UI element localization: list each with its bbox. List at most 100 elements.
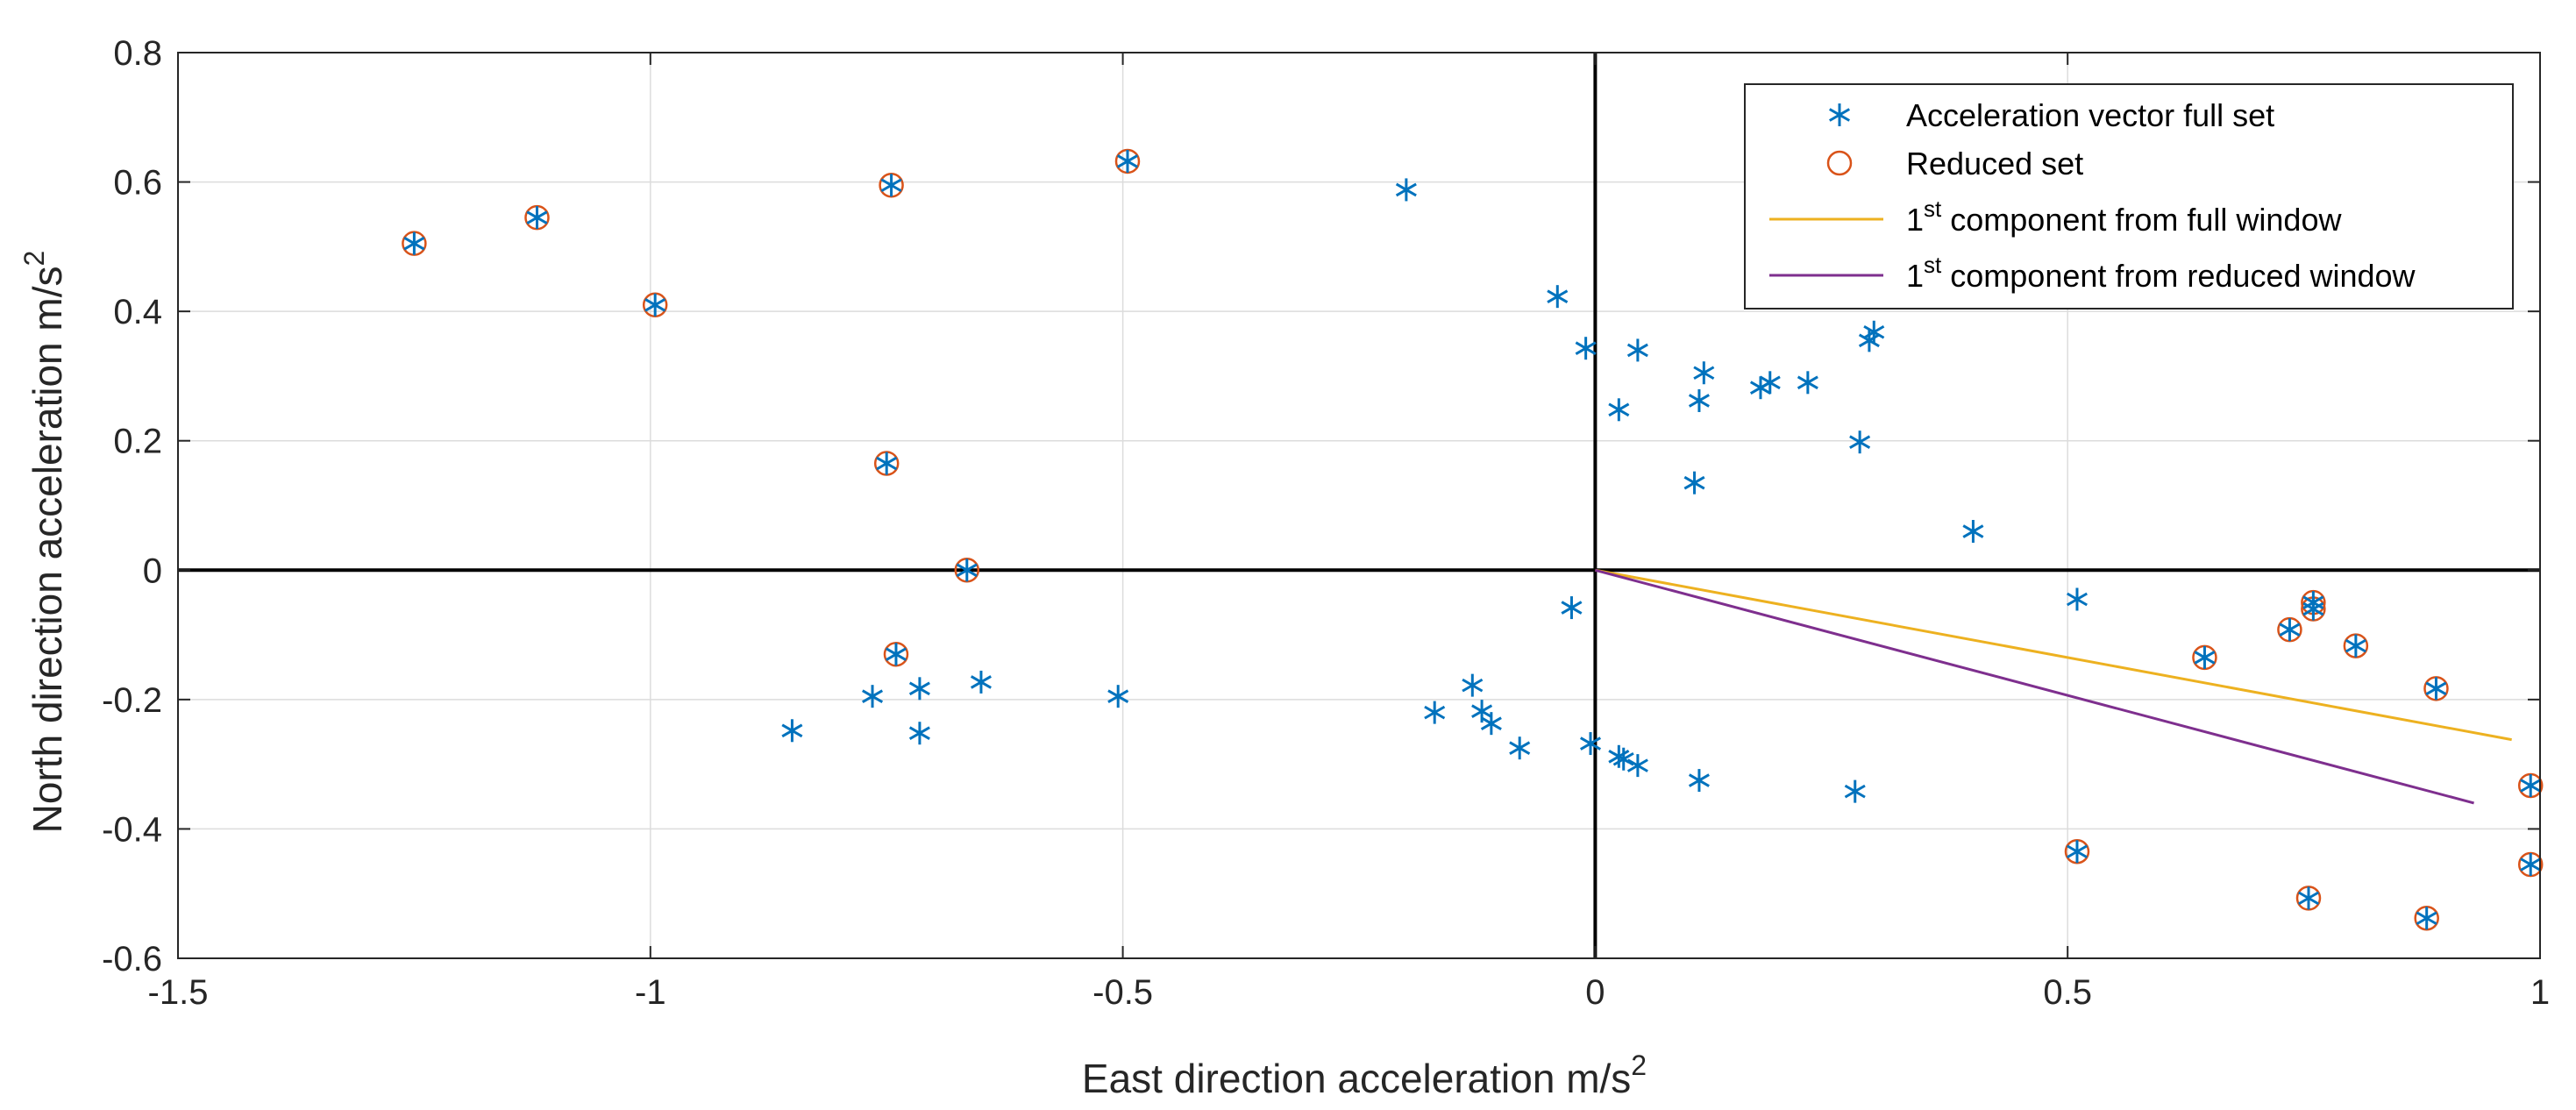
full-set-point bbox=[908, 677, 930, 701]
asterisk-stroke bbox=[1547, 289, 1569, 303]
full-set-point bbox=[2425, 677, 2447, 701]
full-set-point bbox=[2520, 853, 2542, 877]
full-set-point bbox=[1116, 149, 1138, 173]
full-set-point bbox=[908, 722, 930, 745]
full-set-point bbox=[1547, 285, 1569, 309]
legend-asterisk bbox=[1828, 103, 1851, 126]
full-set-point bbox=[1626, 754, 1648, 778]
legend-entry-reduced-set: Reduced set bbox=[1826, 146, 2083, 181]
asterisk-stroke bbox=[908, 681, 930, 696]
asterisk-stroke bbox=[1462, 678, 1484, 693]
full-set-point bbox=[1462, 673, 1484, 697]
asterisk-stroke bbox=[2416, 911, 2437, 926]
legend-label-full-window: 1st component from full window bbox=[1906, 196, 2342, 238]
asterisk-stroke bbox=[1575, 341, 1597, 355]
y-tick-label: -0.4 bbox=[102, 810, 162, 849]
full-set-point bbox=[1849, 430, 1871, 454]
asterisk-stroke bbox=[1858, 333, 1880, 348]
y-tick-label: -0.6 bbox=[102, 940, 162, 978]
full-set-point bbox=[2520, 773, 2542, 797]
full-set-point bbox=[885, 643, 907, 666]
full-set-point bbox=[1962, 520, 1984, 544]
asterisk-stroke bbox=[644, 297, 666, 312]
full-set-point bbox=[1858, 329, 1880, 352]
asterisk-stroke bbox=[1759, 375, 1781, 390]
y-tick-label: 0.4 bbox=[113, 293, 162, 331]
asterisk-stroke bbox=[1116, 154, 1138, 168]
x-tick-label: 0 bbox=[1585, 973, 1605, 1012]
asterisk-stroke bbox=[403, 236, 425, 251]
x-tick-label: 0.5 bbox=[2043, 973, 2092, 1012]
plot-frame bbox=[177, 52, 2541, 959]
full-set-point bbox=[1759, 371, 1781, 395]
asterisk-stroke bbox=[2279, 623, 2301, 637]
asterisk-stroke bbox=[1797, 375, 1818, 390]
full-set-point bbox=[2345, 634, 2366, 658]
asterisk-stroke bbox=[2297, 891, 2319, 906]
asterisk-stroke bbox=[2302, 601, 2324, 616]
x-tick-label: -1.5 bbox=[148, 973, 209, 1012]
full-set-point bbox=[1688, 769, 1710, 793]
full-set-point bbox=[1424, 701, 1446, 724]
full-set-point bbox=[970, 670, 992, 694]
full-set-point bbox=[1797, 371, 1818, 395]
full-set-point bbox=[781, 719, 803, 743]
full-set-point bbox=[1580, 732, 1602, 756]
full-set-point bbox=[2194, 645, 2216, 669]
full-set-point bbox=[2302, 597, 2324, 621]
asterisk-stroke bbox=[956, 563, 978, 578]
asterisk-stroke bbox=[1424, 705, 1446, 720]
asterisk-stroke bbox=[1863, 324, 1885, 339]
asterisk-stroke bbox=[1509, 741, 1531, 755]
y-axis-title: North direction acceleration m/s2 bbox=[18, 251, 70, 834]
asterisk-stroke bbox=[1849, 435, 1871, 449]
x-axis-title: East direction acceleration m/s2 bbox=[1082, 1050, 1647, 1101]
asterisk-stroke bbox=[1561, 601, 1583, 615]
legend-label-full-set: Acceleration vector full set bbox=[1906, 97, 2274, 133]
full-set-point bbox=[862, 685, 884, 708]
y-tick-label: 0.2 bbox=[113, 423, 162, 461]
full-set-point bbox=[644, 293, 666, 317]
full-set-point bbox=[1688, 388, 1710, 412]
full-set-point bbox=[1612, 747, 1634, 771]
zero-axes bbox=[178, 53, 2540, 958]
full-set-point bbox=[2416, 907, 2437, 930]
x-ticks: -1.5 -1 -0.5 0 0.5 1 bbox=[148, 53, 2550, 1012]
full-set-point bbox=[1395, 178, 1417, 202]
data-markers bbox=[402, 148, 2544, 931]
y-tick-label: 0.8 bbox=[113, 34, 162, 73]
legend-asterisk-marker bbox=[1828, 103, 1851, 126]
legend: Acceleration vector full set Reduced set… bbox=[1744, 83, 2514, 310]
asterisk-stroke bbox=[2066, 592, 2088, 607]
asterisk-stroke bbox=[2066, 844, 2088, 859]
asterisk-stroke bbox=[862, 689, 884, 703]
x-tick-label: -0.5 bbox=[1092, 973, 1153, 1012]
asterisk-stroke bbox=[2194, 651, 2216, 665]
legend-entry-full-set: Acceleration vector full set bbox=[1828, 97, 2274, 133]
full-set-point bbox=[1683, 471, 1705, 495]
asterisk-stroke bbox=[526, 210, 548, 224]
asterisk-stroke bbox=[880, 178, 902, 193]
asterisk-stroke bbox=[1844, 784, 1866, 799]
asterisk-stroke bbox=[1580, 736, 1602, 751]
asterisk-stroke bbox=[885, 647, 907, 662]
full-set-point bbox=[876, 452, 898, 475]
full-set-point bbox=[1626, 338, 1648, 362]
full-set-point bbox=[956, 559, 978, 582]
y-ticks: -0.6 -0.4 -0.2 0 0.2 0.4 0.6 0.8 bbox=[102, 34, 2540, 978]
legend-label-reduced-set: Reduced set bbox=[1906, 146, 2083, 181]
asterisk-stroke bbox=[1962, 524, 1984, 538]
asterisk-stroke bbox=[2345, 638, 2366, 653]
full-set-point bbox=[2279, 618, 2301, 642]
legend-box bbox=[1744, 83, 2514, 310]
asterisk-stroke bbox=[1693, 366, 1715, 381]
y-tick-label: 0.6 bbox=[113, 164, 162, 203]
full-set-point bbox=[1863, 320, 1885, 344]
asterisk-stroke bbox=[781, 723, 803, 738]
full-set-point bbox=[1608, 398, 1630, 422]
asterisk-stroke bbox=[1395, 182, 1417, 197]
component-lines bbox=[1595, 568, 2512, 805]
full-set-point bbox=[526, 206, 548, 230]
asterisk-stroke bbox=[1107, 689, 1129, 703]
legend-label-reduced-window: 1st component from reduced window bbox=[1906, 252, 2416, 294]
